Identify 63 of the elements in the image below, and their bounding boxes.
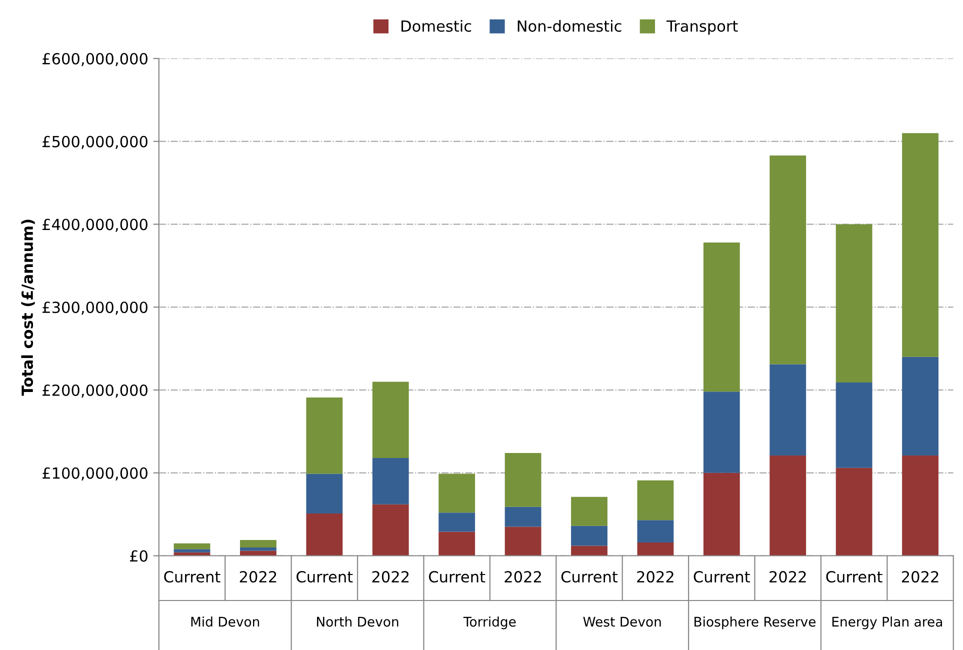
- bar: [438, 512, 476, 532]
- text: Biosphere Reserve: [694, 616, 816, 630]
- bar: [438, 474, 476, 513]
- x-tick-label: Current: [428, 571, 486, 583]
- x-tick-label: Current: [164, 571, 220, 583]
- bar: [240, 540, 276, 548]
- x-tick-label: 2022: [637, 571, 674, 583]
- bar: [836, 224, 872, 383]
- y-tick-label: £500,000,000: [42, 136, 148, 149]
- text: Mid Devon: [191, 616, 260, 627]
- bar: [571, 496, 608, 526]
- text: Torridge: [463, 616, 516, 630]
- bar: [438, 532, 476, 556]
- text: Energy Plan area: [832, 616, 942, 630]
- bar: [372, 382, 409, 458]
- x-tick-label: Current: [296, 571, 353, 583]
- bar: [902, 356, 938, 456]
- bar: [770, 364, 806, 456]
- bar: [770, 155, 806, 364]
- y-tick-label: £0: [130, 550, 148, 562]
- y-tick-label: £600,000,000: [42, 52, 148, 66]
- bar: [836, 468, 872, 556]
- text: North Devon: [317, 616, 398, 627]
- x-tick-label: 2022: [504, 571, 541, 583]
- bar: [504, 452, 542, 507]
- y-tick-label: £200,000,000: [42, 384, 148, 398]
- bar: [703, 392, 740, 473]
- legend-label: Transport: [666, 20, 738, 35]
- bar: [902, 133, 938, 357]
- x-tick-label: Current: [561, 571, 618, 583]
- x-tick-label: 2022: [902, 571, 938, 583]
- bar: [637, 480, 674, 520]
- legend-label: Non-domestic: [518, 20, 622, 32]
- bar: [372, 504, 409, 556]
- x-tick-label: 2022: [770, 571, 806, 583]
- bar: [902, 455, 938, 556]
- bar: [703, 472, 740, 556]
- bar: [306, 397, 343, 474]
- text: West Devon: [583, 616, 661, 627]
- x-tick-label: 2022: [240, 571, 276, 583]
- bar: [836, 382, 872, 468]
- bar: [703, 242, 740, 392]
- bar: [174, 549, 210, 552]
- bar: [306, 513, 343, 556]
- bar: [174, 543, 210, 550]
- y-tick-label: £300,000,000: [42, 302, 148, 315]
- bar: [637, 520, 674, 542]
- x-tick-label: Current: [694, 571, 750, 583]
- y-tick-label: £400,000,000: [42, 218, 148, 232]
- bar: [306, 474, 343, 514]
- legend-label: Domestic: [402, 20, 472, 32]
- bar: [637, 542, 674, 556]
- bar: [571, 546, 608, 556]
- bar: [372, 458, 409, 504]
- bar: [571, 526, 608, 546]
- y-axis-title: Total cost (£/annum): [21, 220, 35, 396]
- bar: [504, 506, 542, 527]
- bar: [770, 455, 806, 556]
- x-tick-label: 2022: [372, 571, 409, 583]
- y-tick-label: £100,000,000: [42, 467, 148, 480]
- bar: [240, 547, 276, 551]
- x-tick-label: Current: [826, 571, 882, 583]
- bar: [504, 526, 542, 556]
